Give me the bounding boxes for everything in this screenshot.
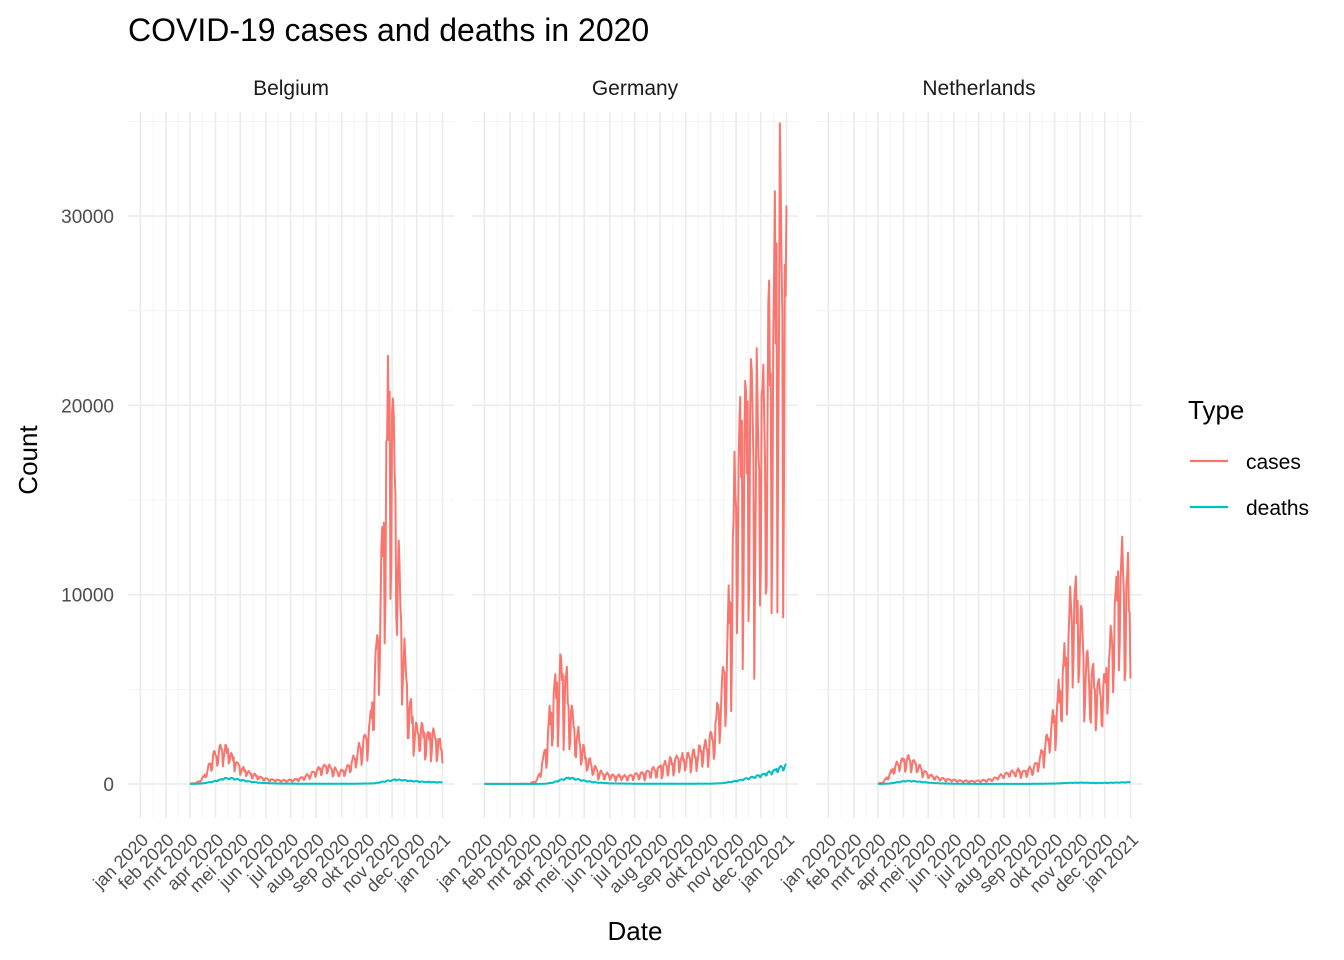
y-axis-title: Count <box>13 425 43 495</box>
legend-title: Type <box>1188 395 1244 425</box>
series-line-deaths <box>484 763 787 785</box>
y-tick-label: 10000 <box>61 586 114 607</box>
y-tick-label: 30000 <box>61 207 114 228</box>
facet-label: Germany <box>592 77 679 100</box>
series-line-deaths <box>877 779 1131 785</box>
chart-title: COVID-19 cases and deaths in 2020 <box>128 12 649 48</box>
y-tick-label: 0 <box>103 775 114 796</box>
series-line-cases <box>484 122 788 785</box>
series-line-cases <box>877 535 1132 785</box>
facet-label: Belgium <box>253 77 329 100</box>
series-line-deaths <box>189 776 443 785</box>
x-axis-title: Date <box>608 916 663 946</box>
legend-label-deaths: deaths <box>1246 497 1309 520</box>
legend-label-cases: cases <box>1246 451 1301 474</box>
series-line-cases <box>189 354 444 785</box>
facet-label: Netherlands <box>922 77 1035 100</box>
y-tick-label: 20000 <box>61 396 114 417</box>
legend: Type cases deaths <box>1188 395 1309 520</box>
